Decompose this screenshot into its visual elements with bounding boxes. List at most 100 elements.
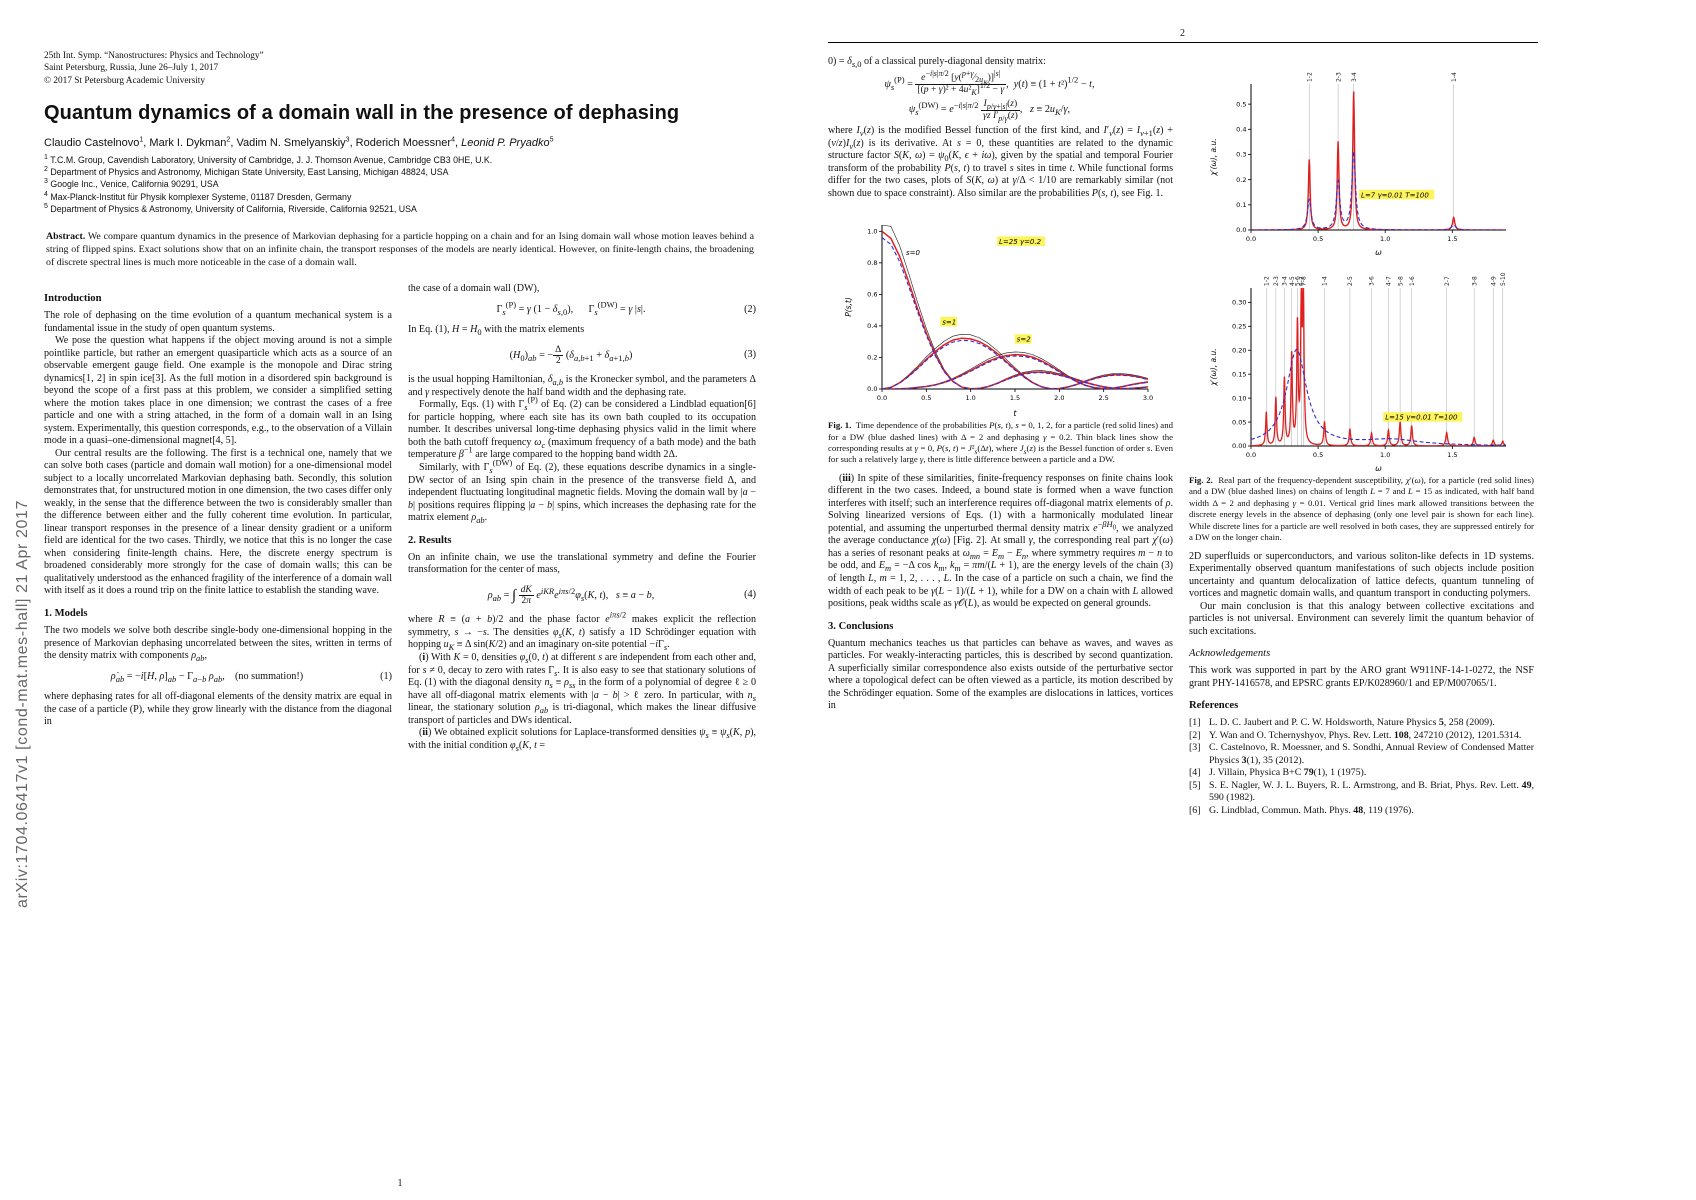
equation-1-body: ρ̇ab = −i[H, ρ]ab − Γa−b ρab, (no summat… bbox=[110, 670, 304, 684]
svg-text:7-8: 7-8 bbox=[1301, 276, 1308, 286]
paragraph: 2D superfluids or superconductors, and v… bbox=[1189, 550, 1534, 600]
page-2-column-right: 1-2 2-3 3-4 1-4 0.0 0.5 1.0 1.5 0.0 0.1 0.2 0.3 0.4 0… bbox=[1189, 56, 1534, 817]
svg-text:1.5: 1.5 bbox=[1447, 235, 1457, 243]
equation-psi-particle-body: ψs(P) = e−i|s|π/2 [y(p+γ⁄2uK)]|s| [(p + γ… bbox=[884, 68, 1095, 97]
svg-text:1.5: 1.5 bbox=[1447, 451, 1457, 459]
svg-text:1.0: 1.0 bbox=[867, 228, 877, 236]
svg-text:1.0: 1.0 bbox=[1380, 235, 1390, 243]
equation-psi-dw-body: ψs(DW) = e−i|s|π/2 Ip/γ+|s|(z) γz I′p/γ(z… bbox=[908, 98, 1071, 123]
fig2-caption: Fig. 2. Real part of the frequency-depen… bbox=[1189, 475, 1535, 543]
equation-psi-dw: ψs(DW) = e−i|s|π/2 Ip/γ+|s|(z) γz I′p/γ(z… bbox=[828, 98, 1173, 123]
svg-text:1.5: 1.5 bbox=[1009, 394, 1019, 402]
svg-text:χ′(ω), a.u.: χ′(ω), a.u. bbox=[1209, 138, 1218, 176]
conference-name: 25th Int. Symp. “Nanostructures: Physics… bbox=[44, 51, 264, 61]
svg-text:4-7: 4-7 bbox=[1386, 276, 1393, 286]
reference-label: [2] bbox=[1189, 729, 1201, 741]
reference-item: [6] G. Lindblad, Commun. Math. Phys. 48,… bbox=[1189, 805, 1534, 817]
svg-text:2-3: 2-3 bbox=[1335, 72, 1342, 82]
page-1-content: 25th Int. Symp. “Nanostructures: Physics… bbox=[44, 50, 756, 1189]
svg-text:L=7 γ=0.01 T=100: L=7 γ=0.01 T=100 bbox=[1361, 191, 1429, 199]
svg-text:1-6: 1-6 bbox=[1409, 276, 1416, 286]
paragraph: Our central results are the following. T… bbox=[44, 447, 392, 597]
abstract: Abstract. We compare quantum dynamics in… bbox=[44, 231, 756, 270]
svg-text:ω: ω bbox=[1375, 464, 1382, 472]
paragraph: (i) With K = 0, densities φs(0, t) at di… bbox=[408, 651, 757, 726]
svg-text:0.4: 0.4 bbox=[867, 322, 877, 330]
paragraph: In Eq. (1), H = H0 with the matrix eleme… bbox=[408, 324, 585, 338]
svg-text:1-4: 1-4 bbox=[1451, 72, 1458, 82]
svg-text:5-6: 5-6 bbox=[1295, 276, 1302, 286]
svg-text:0.5: 0.5 bbox=[1313, 451, 1323, 459]
svg-text:0.0: 0.0 bbox=[1246, 235, 1256, 243]
authors-line: Claudio Castelnovo1, Mark I. Dykman2, Va… bbox=[44, 136, 554, 149]
svg-text:0.5: 0.5 bbox=[1236, 100, 1246, 108]
paragraph: where dephasing rates for all off-diagon… bbox=[44, 691, 392, 728]
figure-2: 1-2 2-3 3-4 1-4 0.0 0.5 1.0 1.5 0.0 0.1 0.2 0.3 0.4 0… bbox=[1189, 58, 1534, 544]
figure-1: 0.0 0.5 1.0 1.5 2.0 2.5 3.0 0.0 0.2 0.4 0.6 0.8 1.0 t… bbox=[828, 209, 1173, 466]
equation-3-body: (H0)ab = − Δ 2 (δa,b+1 + δa+1,b) bbox=[509, 343, 633, 367]
svg-text:1-2: 1-2 bbox=[1264, 276, 1271, 286]
reference-item: [5] S. E. Nagler, W. J. L. Buyers, R. L.… bbox=[1189, 780, 1534, 805]
svg-text:1.0: 1.0 bbox=[965, 394, 975, 402]
affiliation-1: 1 T.C.M. Group, Cavendish Laboratory, Un… bbox=[44, 153, 493, 165]
page-1-column-left: Introduction The role of dephasing on th… bbox=[44, 283, 392, 752]
svg-text:t: t bbox=[1013, 409, 1017, 417]
equation-2: Γs(P) = γ (1 − δs,0), Γs(DW) = γ |s|. (2… bbox=[408, 300, 756, 317]
svg-text:L=25 γ=0.2: L=25 γ=0.2 bbox=[999, 238, 1042, 246]
page-1: arXiv:1704.06417v1 [cond-mat.mes-hall] 2… bbox=[0, 0, 812, 1200]
section-heading-introduction: Introduction bbox=[44, 292, 102, 304]
svg-text:3-8: 3-8 bbox=[1471, 276, 1478, 286]
svg-text:5-8: 5-8 bbox=[1397, 276, 1404, 286]
reference-item: [2] Y. Wan and O. Tchernyshyov, Phys. Re… bbox=[1189, 730, 1534, 742]
page-1-column-right: the case of a domain wall (DW), Γs(P) = … bbox=[408, 283, 756, 752]
svg-text:6-7: 6-7 bbox=[1299, 276, 1306, 286]
section-heading-conclusions: 3. Conclusions bbox=[828, 620, 894, 632]
svg-text:2-3: 2-3 bbox=[1273, 276, 1280, 286]
svg-text:ω: ω bbox=[1375, 248, 1382, 256]
reference-text: S. E. Nagler, W. J. L. Buyers, R. L. Arm… bbox=[1209, 779, 1534, 804]
equation-3: (H0)ab = − Δ 2 (δa,b+1 + δa+1,b) (3) bbox=[408, 343, 756, 367]
svg-text:2.5: 2.5 bbox=[1098, 394, 1108, 402]
page-number-1: 1 bbox=[397, 1178, 403, 1189]
reference-text: C. Castelnovo, R. Moessner, and S. Sondh… bbox=[1209, 742, 1534, 766]
svg-text:0.3: 0.3 bbox=[1236, 151, 1246, 159]
section-heading-results: 2. Results bbox=[408, 534, 452, 546]
svg-text:3-6: 3-6 bbox=[1369, 276, 1376, 286]
equation-4-number: (4) bbox=[744, 589, 756, 601]
abstract-label: Abstract. bbox=[46, 231, 86, 243]
reference-label: [6] bbox=[1189, 804, 1201, 816]
equation-3-number: (3) bbox=[744, 349, 756, 361]
svg-text:0.1: 0.1 bbox=[1236, 201, 1246, 209]
paragraph: is the usual hopping Hamiltonian, δa,b i… bbox=[408, 374, 756, 398]
fig2-top-chart: 1-2 2-3 3-4 1-4 0.0 0.5 1.0 1.5 0.0 0.1 0.2 0.3 0.4 0… bbox=[1189, 58, 1534, 256]
paragraph: the case of a domain wall (DW), bbox=[408, 282, 540, 294]
svg-text:0.20: 0.20 bbox=[1232, 346, 1246, 354]
reference-item: [1] L. D. C. Jaubert and P. C. W. Holdsw… bbox=[1189, 717, 1534, 729]
page-2: 2 0) = δs,0 of a classical purely-diagon… bbox=[822, 0, 1546, 1200]
paper-title: Quantum dynamics of a domain wall in the… bbox=[44, 101, 680, 124]
paragraph: 0) = δs,0 of a classical purely-diagonal… bbox=[828, 56, 1046, 70]
page-2-running-head: 2 bbox=[828, 28, 1538, 43]
svg-text:s=0: s=0 bbox=[905, 249, 920, 257]
svg-text:0.2: 0.2 bbox=[867, 354, 877, 362]
svg-text:0.5: 0.5 bbox=[921, 394, 931, 402]
svg-text:0.0: 0.0 bbox=[876, 394, 886, 402]
svg-text:2-5: 2-5 bbox=[1347, 276, 1354, 286]
page-2-content: 2 0) = δs,0 of a classical purely-diagon… bbox=[828, 28, 1538, 817]
paragraph: where Iν(z) is the modified Bessel funct… bbox=[828, 125, 1174, 199]
svg-text:s=1: s=1 bbox=[942, 319, 956, 327]
equation-4-body: ρab = ∫ dK 2π eiKReiπs/2φs(K, t), s ≡ a −… bbox=[487, 583, 655, 607]
paragraph: where R ≡ (a + b)/2 and the phase factor… bbox=[408, 611, 757, 653]
paragraph: The role of dephasing on the time evolut… bbox=[44, 310, 392, 334]
affiliations: 1 T.C.M. Group, Cavendish Laboratory, Un… bbox=[44, 154, 756, 216]
section-heading-acknowledgements: Acknowledgements bbox=[1189, 648, 1271, 660]
svg-text:0.4: 0.4 bbox=[1236, 126, 1246, 134]
paragraph: This work was supported in part by the A… bbox=[1189, 665, 1534, 689]
svg-text:0.05: 0.05 bbox=[1232, 418, 1246, 426]
svg-text:3-4: 3-4 bbox=[1351, 72, 1358, 82]
reference-text: J. Villain, Physica B+C 79(1), 1 (1975). bbox=[1209, 767, 1367, 779]
paragraph: On an infinite chain, we use the transla… bbox=[408, 551, 756, 576]
equation-psi-particle: ψs(P) = e−i|s|π/2 [y(p+γ⁄2uK)]|s| [(p + γ… bbox=[828, 68, 1173, 97]
svg-text:1-2: 1-2 bbox=[1306, 72, 1313, 82]
svg-text:P(s,t): P(s,t) bbox=[844, 297, 853, 317]
